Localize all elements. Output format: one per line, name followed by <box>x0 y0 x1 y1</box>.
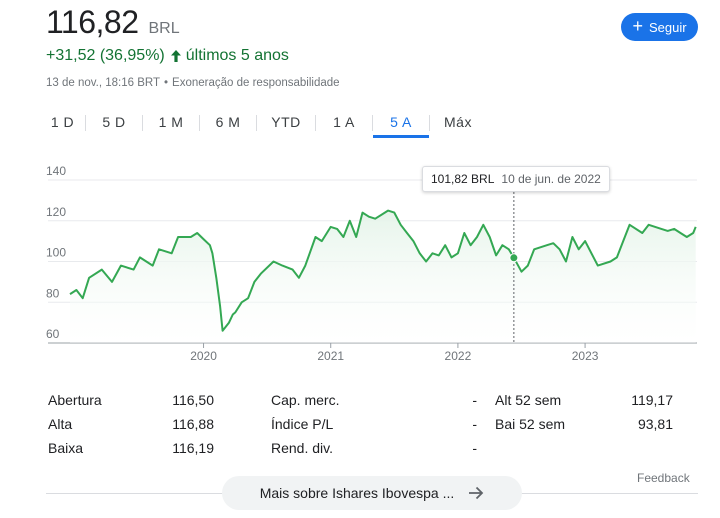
change-value: +31,52 (36,95%) <box>46 47 165 64</box>
y-tick-label: 60 <box>46 327 60 341</box>
stat-row: Índice P/L - <box>271 412 477 436</box>
chart-tooltip: 101,82 BRL 10 de jun. de 2022 <box>422 166 610 192</box>
range-1d[interactable]: 1 D <box>50 114 75 130</box>
hover-point <box>509 253 519 263</box>
stat-row: Bai 52 sem 93,81 <box>495 412 673 436</box>
range-divider <box>199 115 200 131</box>
stat-label-market-cap: Cap. merc. <box>271 392 340 408</box>
bullet-separator: • <box>164 77 169 89</box>
more-about-button[interactable]: Mais sobre Ishares Ibovespa ... <box>222 476 522 510</box>
price-line <box>69 209 697 332</box>
stat-value-open: 116,50 <box>172 392 214 408</box>
stat-label-open: Abertura <box>48 392 102 408</box>
price-chart[interactable]: 60 80 100 120 140 2020 2021 2022 2023 <box>0 150 720 365</box>
stat-label-pe-ratio: Índice P/L <box>271 416 334 432</box>
follow-button[interactable]: + Seguir <box>621 13 698 41</box>
range-6m[interactable]: 6 M <box>215 114 241 130</box>
arrow-right-icon <box>468 486 484 500</box>
more-about-label: Mais sobre Ishares Ibovespa ... <box>259 485 455 501</box>
x-tick-label: 2023 <box>572 349 599 363</box>
range-ytd[interactable]: YTD <box>271 114 301 130</box>
stat-row: Alta 116,88 <box>48 412 214 436</box>
quote-timestamp: 13 de nov., 18:16 BRT <box>46 77 161 89</box>
range-divider <box>142 115 143 131</box>
range-selector: 1 D 5 D 1 M 6 M YTD 1 A 5 A Máx <box>40 108 486 138</box>
quote-meta: 13 de nov., 18:16 BRT • Exoneração de resp… <box>46 77 340 89</box>
range-divider <box>256 115 257 131</box>
stat-row: Baixa 116,19 <box>48 436 214 460</box>
y-tick-label: 120 <box>46 205 66 219</box>
stat-row: Rend. div. - <box>271 436 477 460</box>
tooltip-date: 10 de jun. de 2022 <box>501 172 601 186</box>
x-tick-label: 2020 <box>190 349 217 363</box>
stat-label-high: Alta <box>48 416 73 432</box>
x-tick-label: 2021 <box>317 349 344 363</box>
range-1y[interactable]: 1 A <box>333 114 355 130</box>
arrow-up-icon <box>170 49 182 63</box>
range-divider <box>372 115 373 131</box>
feedback-link[interactable]: Feedback <box>637 471 690 485</box>
y-tick-label: 140 <box>46 164 66 178</box>
stats-column-3: Alt 52 sem 119,17 Bai 52 sem 93,81 <box>495 388 673 436</box>
stat-value-low: 116,19 <box>172 440 214 456</box>
stat-value-dividend-yield: - <box>472 440 477 456</box>
tooltip-value: 101,82 BRL <box>431 172 495 186</box>
stat-row: Alt 52 sem 119,17 <box>495 388 673 412</box>
stats-column-2: Cap. merc. - Índice P/L - Rend. div. - <box>271 388 477 460</box>
price-area <box>70 210 696 343</box>
range-5d[interactable]: 5 D <box>102 114 126 130</box>
range-divider <box>315 115 316 131</box>
stat-row: Abertura 116,50 <box>48 388 214 412</box>
current-price: 116,82 <box>46 4 139 40</box>
stat-label-52w-low: Bai 52 sem <box>495 416 566 432</box>
follow-label: Seguir <box>648 19 687 35</box>
x-tick-label: 2022 <box>445 349 472 363</box>
range-divider <box>85 115 86 131</box>
stat-label-dividend-yield: Rend. div. <box>271 440 333 456</box>
y-tick-label: 80 <box>46 286 60 300</box>
stat-label-low: Baixa <box>48 440 84 456</box>
stat-value-market-cap: - <box>472 392 477 408</box>
stat-label-52w-high: Alt 52 sem <box>495 392 562 408</box>
stat-value-52w-high: 119,17 <box>631 392 673 408</box>
quote-header: 116,82 BRL <box>46 4 180 41</box>
stat-value-high: 116,88 <box>172 416 214 432</box>
disclaimer-link[interactable]: Exoneração de responsabilidade <box>172 77 340 89</box>
stat-row: Cap. merc. - <box>271 388 477 412</box>
stat-value-pe-ratio: - <box>472 416 477 432</box>
change-period: últimos 5 anos <box>185 47 289 64</box>
plus-icon: + <box>632 16 643 36</box>
range-divider <box>429 115 430 131</box>
currency-label: BRL <box>148 20 180 37</box>
range-5y[interactable]: 5 A <box>373 108 429 138</box>
range-max[interactable]: Máx <box>444 114 472 130</box>
y-tick-label: 100 <box>46 246 66 260</box>
stats-column-1: Abertura 116,50 Alta 116,88 Baixa 116,19 <box>48 388 214 460</box>
price-change: +31,52 (36,95%) últimos 5 anos <box>46 47 289 65</box>
stat-value-52w-low: 93,81 <box>637 416 673 432</box>
range-1m[interactable]: 1 M <box>158 114 184 130</box>
